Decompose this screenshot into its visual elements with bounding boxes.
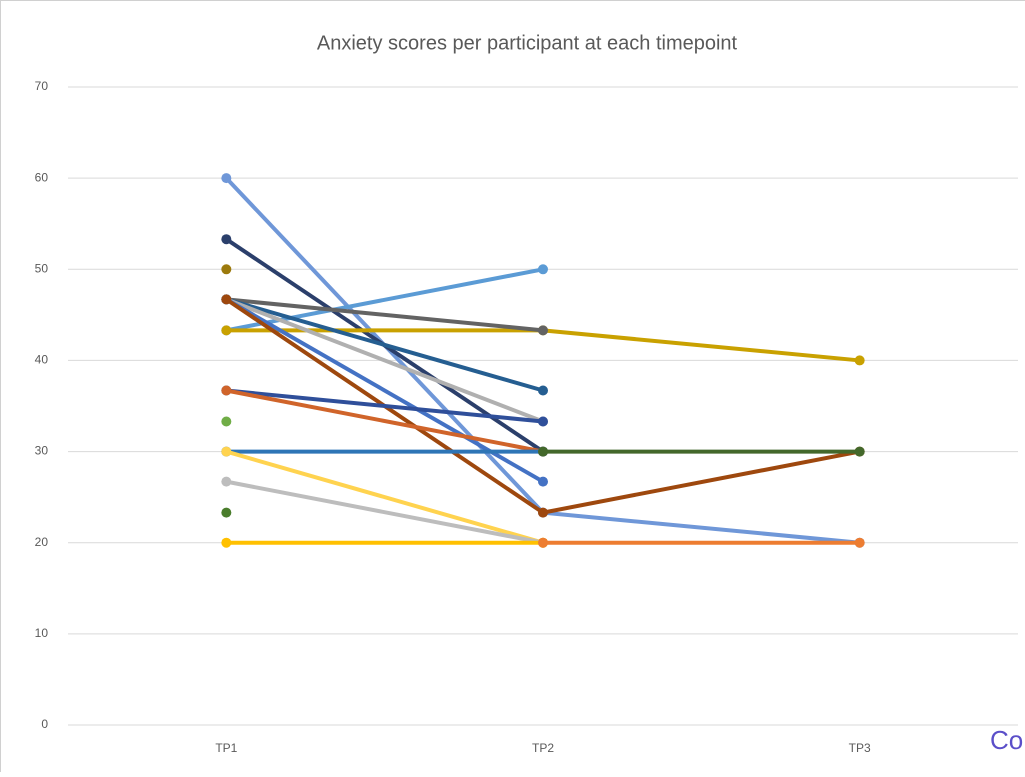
x-tick-label: TP1 (215, 741, 237, 755)
y-tick-label: 50 (35, 261, 49, 275)
marker (221, 294, 231, 304)
y-tick-label: 10 (35, 626, 49, 640)
chart-title: Anxiety scores per participant at each t… (317, 32, 738, 54)
marker (221, 477, 231, 487)
marker (538, 508, 548, 518)
marker (221, 386, 231, 396)
marker (221, 234, 231, 244)
marker (221, 508, 231, 518)
marker (855, 447, 865, 457)
y-tick-label: 40 (35, 353, 49, 367)
annotation: Co (990, 725, 1023, 755)
y-tick-label: 60 (35, 170, 49, 184)
marker (221, 264, 231, 274)
marker (538, 477, 548, 487)
marker (855, 538, 865, 548)
marker (538, 325, 548, 335)
marker (221, 325, 231, 335)
marker (538, 447, 548, 457)
marker (538, 264, 548, 274)
x-tick-label: TP2 (532, 741, 554, 755)
y-tick-label: 30 (35, 444, 49, 458)
marker (221, 538, 231, 548)
marker (538, 386, 548, 396)
y-tick-label: 20 (35, 535, 49, 549)
marker (538, 538, 548, 548)
marker (221, 447, 231, 457)
marker (538, 416, 548, 426)
marker (855, 355, 865, 365)
x-tick-label: TP3 (849, 741, 871, 755)
y-tick-label: 0 (41, 717, 48, 731)
y-tick-label: 70 (35, 79, 49, 93)
marker (221, 173, 231, 183)
marker (221, 416, 231, 426)
